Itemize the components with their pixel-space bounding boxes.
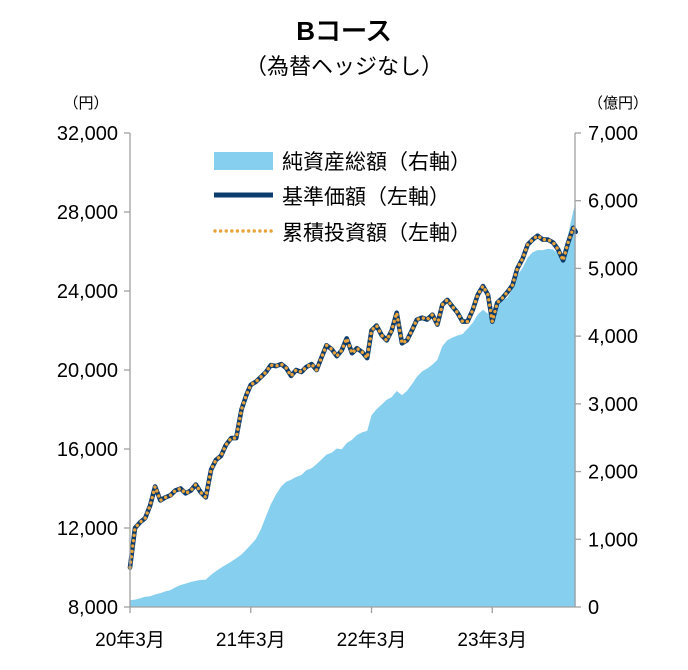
right-axis-tick-label-2000: 2,000 bbox=[588, 462, 638, 484]
x-axis-tick-label-2020-03-01: 20年3月 bbox=[95, 629, 165, 651]
left-axis-tick-label-20000: 20,000 bbox=[57, 360, 118, 382]
axis-ticks: 8,000 12,000 16,000 20,000 24,000 28,000 32,00… bbox=[57, 123, 638, 651]
right-axis-tick-label-5000: 5,000 bbox=[588, 258, 638, 280]
cumulative-investment-line bbox=[128, 226, 578, 570]
x-axis-tick-label-2021-03-01: 21年3月 bbox=[216, 629, 286, 651]
left-axis-tick-label-8000: 8,000 bbox=[68, 597, 118, 619]
right-axis-tick-label-3000: 3,000 bbox=[588, 394, 638, 416]
left-axis-tick-label-32000: 32,000 bbox=[57, 123, 118, 145]
legend-label-net-assets: 純資産総額（右軸） bbox=[282, 151, 471, 174]
left-axis-tick-label-24000: 24,000 bbox=[57, 281, 118, 303]
right-axis-unit-label: （億円） bbox=[588, 95, 648, 112]
legend-label-base-price: 基準価額（左軸） bbox=[282, 186, 450, 209]
left-axis-tick-label-16000: 16,000 bbox=[57, 439, 118, 461]
right-axis-tick-label-1000: 1,000 bbox=[588, 529, 638, 551]
right-axis-tick-label-6000: 6,000 bbox=[588, 191, 638, 213]
right-axis-tick-label-0: 0 bbox=[588, 597, 599, 619]
x-axis-tick-label-2022-03-01: 22年3月 bbox=[337, 629, 407, 651]
left-axis-tick-label-12000: 12,000 bbox=[57, 518, 118, 540]
plot-series bbox=[127, 204, 578, 607]
chart-title: Bコース bbox=[296, 16, 391, 46]
right-axis-tick-label-7000: 7,000 bbox=[588, 123, 638, 145]
legend-label-cumulative-investment: 累積投資額（左軸） bbox=[282, 222, 471, 245]
left-axis-unit-label: （円） bbox=[63, 95, 108, 112]
right-axis-tick-label-4000: 4,000 bbox=[588, 326, 638, 348]
net-assets-area bbox=[130, 204, 576, 607]
left-axis-tick-label-28000: 28,000 bbox=[57, 202, 118, 224]
chart-subtitle: （為替ヘッジなし） bbox=[245, 54, 443, 79]
legend: 純資産総額（右軸） 基準価額（左軸） 累積投資額（左軸） bbox=[213, 151, 471, 245]
x-axis-tick-label-2023-03-01: 23年3月 bbox=[457, 629, 527, 651]
legend-swatch-net-assets bbox=[214, 152, 273, 170]
